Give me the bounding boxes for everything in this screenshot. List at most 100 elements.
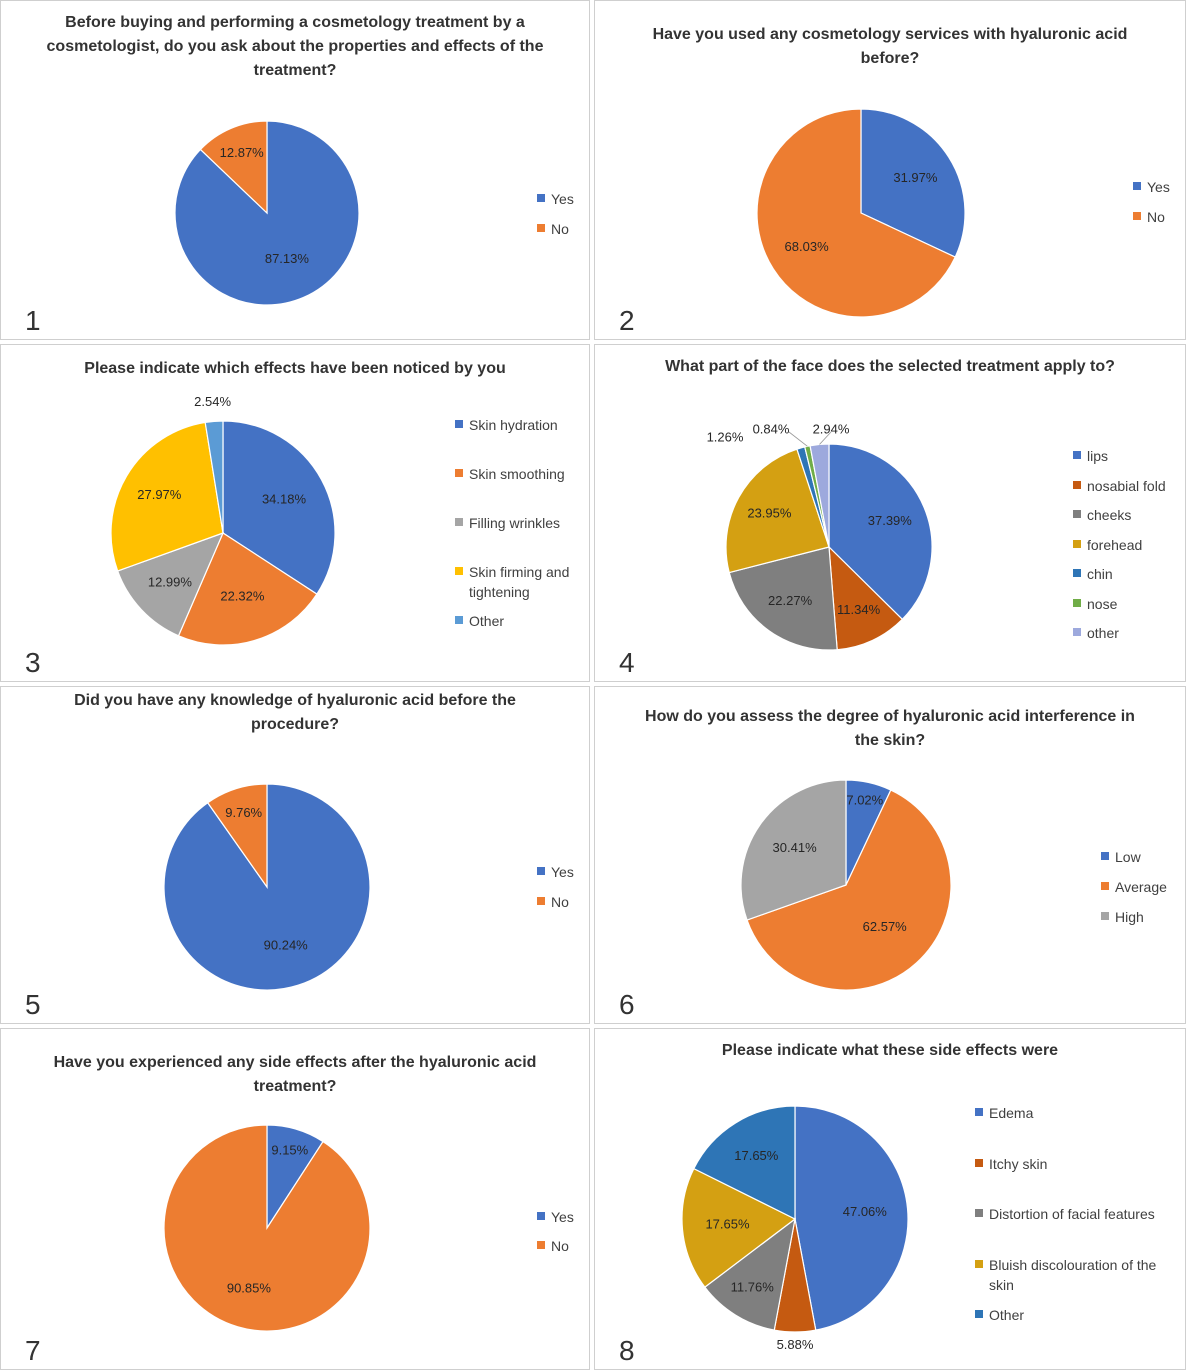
chart-title: Please indicate what these side effects … [721, 1042, 1059, 1059]
data-label: 12.87% [220, 145, 265, 160]
chart-panel-1: Before buying and performing a cosmetolo… [0, 0, 590, 340]
panel-number: 1 [25, 305, 41, 336]
data-label: 37.39% [868, 513, 913, 528]
legend-label: Other [989, 1307, 1025, 1323]
legend-item-high: High [1101, 907, 1181, 937]
legend-swatch [975, 1310, 983, 1318]
chart-title: What part of the face does the selected … [665, 358, 1115, 375]
legend-label: No [551, 221, 569, 237]
legend: Yes No [537, 1207, 587, 1265]
legend-label: Yes [551, 1209, 574, 1225]
legend-item-bluish-discolouration-of-the-skin: Bluish discolouration of the skin [975, 1255, 1175, 1306]
data-label: 47.06% [843, 1204, 888, 1219]
pie-slice-nosabial-fold [828, 545, 904, 651]
data-label: 68.03% [785, 239, 830, 254]
legend-label: Itchy skin [989, 1155, 1048, 1172]
legend-label: No [1147, 209, 1165, 225]
data-label: 87.13% [265, 251, 310, 266]
data-label: 9.76% [225, 805, 262, 820]
legend-label: Yes [1147, 179, 1170, 195]
legend-label: No [551, 894, 569, 910]
pie-slice-forehead [725, 448, 830, 574]
data-label: 90.85% [227, 1281, 272, 1296]
legend-swatch [455, 616, 463, 624]
pie-slice-skin-smoothing [177, 532, 318, 646]
legend-label: forehead [1087, 536, 1143, 553]
pie-chart: 90.24% 9.76% [163, 783, 371, 991]
chart-panel-4: What part of the face does the selected … [594, 344, 1186, 682]
legend-swatch [1073, 539, 1081, 548]
data-label: 27.97% [137, 487, 182, 502]
legend-item-no: No [537, 1236, 587, 1265]
pie-slice-no [756, 108, 956, 318]
panel-number: 6 [619, 989, 635, 1020]
legend-swatch [1073, 480, 1081, 489]
panel-number: 8 [619, 1335, 635, 1366]
legend-item-cheeks: cheeks [1073, 505, 1183, 535]
legend-item-distortion-of-facial-features: Distortion of facial features [975, 1204, 1175, 1255]
pie-slice-filling-wrinkles [116, 531, 225, 637]
legend-label: nose [1087, 595, 1118, 612]
data-label: 0.84% [753, 421, 790, 436]
legend-swatch [455, 567, 463, 575]
data-label: 2.54% [194, 394, 231, 409]
legend-swatch [975, 1209, 983, 1217]
data-label: 31.97% [893, 170, 938, 185]
legend-swatch [537, 194, 545, 202]
legend-swatch [455, 469, 463, 477]
legend-label: lips [1087, 448, 1109, 464]
legend-label: Edema [989, 1105, 1034, 1121]
legend-item-skin-hydration: Skin hydration [455, 415, 585, 464]
legend-label: chin [1087, 566, 1113, 582]
legend: Yes No [537, 189, 587, 249]
panel-number: 3 [25, 647, 41, 678]
chart-panel-6: How do you assess the degree of hyaluron… [594, 686, 1186, 1024]
chart-panel-8: Please indicate what these side effects … [594, 1028, 1186, 1370]
data-label: 34.18% [262, 491, 307, 506]
legend-item-yes: Yes [537, 189, 587, 219]
pie-slice-distortion-of-facial-features [704, 1217, 796, 1331]
legend-item-no: No [1133, 207, 1183, 237]
chart-title: Did you have any knowledge of hyaluronic… [74, 692, 516, 733]
legend-swatch [537, 867, 545, 875]
pie-chart: 34.18% 22.32% 12.99% 27.97% 2.54% [110, 394, 336, 646]
legend: Skin hydration Skin smoothing Filling wrin… [455, 415, 585, 660]
legend-label: Average [1115, 879, 1167, 895]
legend-item-nosabial-fold: nosabial fold [1073, 476, 1183, 506]
pie-slice-edema [794, 1105, 909, 1331]
pie-slice-no [163, 1124, 371, 1332]
pie-slice-no [199, 120, 268, 215]
chart-panel-5: Did you have any knowledge of hyaluronic… [0, 686, 590, 1024]
legend-swatch [1073, 451, 1081, 459]
pie-chart: 9.15% 90.85% [163, 1124, 371, 1332]
legend-swatch [1073, 510, 1081, 518]
legend-swatch [537, 224, 545, 232]
data-label: 30.41% [773, 840, 818, 855]
pie-slice-cheeks [728, 546, 838, 651]
legend-swatch [975, 1108, 983, 1116]
legend-swatch [455, 518, 463, 526]
chart-title: Have you used any cosmetology services w… [652, 26, 1128, 67]
legend-label: cheeks [1087, 507, 1132, 523]
legend-label: Skin hydration [469, 417, 558, 433]
data-label: 9.15% [271, 1142, 308, 1157]
leader-line [788, 431, 808, 447]
legend-item-yes: Yes [1133, 177, 1183, 207]
data-label: 17.65% [734, 1148, 779, 1163]
pie-slice-other [204, 420, 224, 534]
data-label: 22.32% [220, 589, 265, 604]
legend-swatch [537, 1212, 545, 1220]
data-label: 22.27% [768, 593, 813, 608]
legend-item-yes: Yes [537, 862, 587, 892]
legend-item-average: Average [1101, 877, 1181, 907]
legend-label: Skin firming and tightening [469, 564, 570, 600]
pie-slice-other [693, 1105, 796, 1220]
legend: Yes No [1133, 177, 1183, 237]
chart-title: How do you assess the degree of hyaluron… [645, 708, 1135, 749]
legend-label: nosabial fold [1087, 477, 1166, 494]
legend-item-lips: lips [1073, 446, 1183, 476]
legend-label: High [1115, 909, 1144, 925]
legend-item-itchy-skin: Itchy skin [975, 1154, 1175, 1205]
chart-title: Please indicate which effects have been … [84, 360, 506, 377]
legend-item-chin: chin [1073, 564, 1183, 594]
